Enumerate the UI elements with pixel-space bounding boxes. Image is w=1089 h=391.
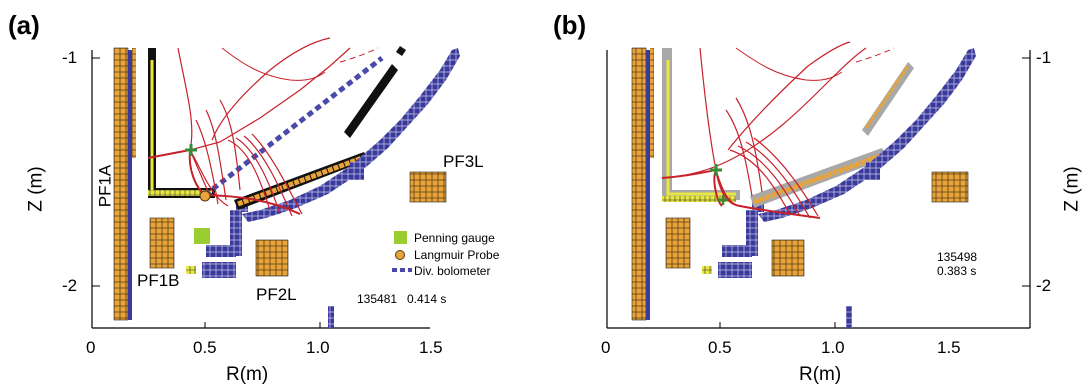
panel-a-legend-penning-symbol xyxy=(394,231,407,244)
panel-b-flux-surfaces xyxy=(661,41,895,219)
panel-b-ytick-minus2: -2 xyxy=(1036,276,1052,295)
panel-a-pf1b-coil xyxy=(149,217,175,269)
panel-b-pf2l-coil xyxy=(771,239,805,277)
panel-b-ylabel: Z (m) xyxy=(1061,166,1083,212)
panel-a-xtick-10: 1.0 xyxy=(306,338,330,357)
panel-a-ytick-minus2: -2 xyxy=(62,276,78,295)
panel-a-pf2l-coil xyxy=(255,239,289,277)
panel-a-legend-langmuir: Langmuir Probe xyxy=(414,248,500,262)
panel-b-pf3l-coil xyxy=(931,171,969,203)
panel-a-pf2l-label: PF2L xyxy=(256,285,297,304)
panel-a-xtick-15: 1.5 xyxy=(419,338,443,357)
panel-a-label: (a) xyxy=(8,10,40,40)
panel-a-inner-plate xyxy=(148,48,215,198)
panel-b-xpoint-marker xyxy=(710,164,722,176)
panel-a-shot-time: 0.414 s xyxy=(407,292,447,306)
panel-b-shot-number: 135498 xyxy=(937,250,978,264)
panel-a-xlabel: R(m) xyxy=(226,364,269,385)
panel-a-bolometer-chord xyxy=(203,56,384,197)
panel-a-pf3l-label: PF3L xyxy=(443,152,484,171)
panel-b-strike-marker xyxy=(718,195,728,205)
panel-a-ytick-minus1: -1 xyxy=(62,48,78,67)
panel-a xyxy=(91,37,460,329)
panel-b-xlabel: R(m) xyxy=(799,364,842,385)
panel-b-label: (b) xyxy=(553,10,587,40)
panel-b-pf1b-coil xyxy=(665,217,691,269)
panel-b xyxy=(606,41,1031,329)
panel-a-langmuir-probe xyxy=(199,190,211,202)
panel-b-xtick-15: 1.5 xyxy=(937,338,961,357)
panel-a-xtick-0: 0 xyxy=(86,338,96,357)
panel-b-xtick-05: 0.5 xyxy=(708,338,732,357)
panel-a-pf3l-coil xyxy=(409,171,447,203)
panel-a-legend-bolometer: Div. bolometer xyxy=(414,264,491,278)
panel-b-inner-plate xyxy=(662,48,740,200)
panel-a-pf1a-label: PF1A xyxy=(95,164,115,208)
panel-b-ytick-minus1: -1 xyxy=(1036,48,1052,67)
panel-a-xtick-05: 0.5 xyxy=(193,338,217,357)
panel-b-xtick-0: 0 xyxy=(601,338,611,357)
panel-a-shot-number: 135481 xyxy=(357,292,398,306)
panel-a-xpoint-marker xyxy=(185,144,197,156)
panel-a-penning-gauge xyxy=(194,228,210,244)
panel-a-pf1b-label: PF1B xyxy=(137,271,180,290)
panel-b-shot-time: 0.383 s xyxy=(937,264,977,278)
panel-a-ylabel: Z (m) xyxy=(25,166,47,212)
panel-a-pf1a-coil xyxy=(113,47,129,321)
panel-b-xtick-10: 1.0 xyxy=(821,338,845,357)
panel-a-legend-penning: Penning gauge xyxy=(414,231,495,245)
panel-a-legend-langmuir-symbol xyxy=(395,250,405,260)
panel-b-pf1a-coil xyxy=(631,47,647,321)
